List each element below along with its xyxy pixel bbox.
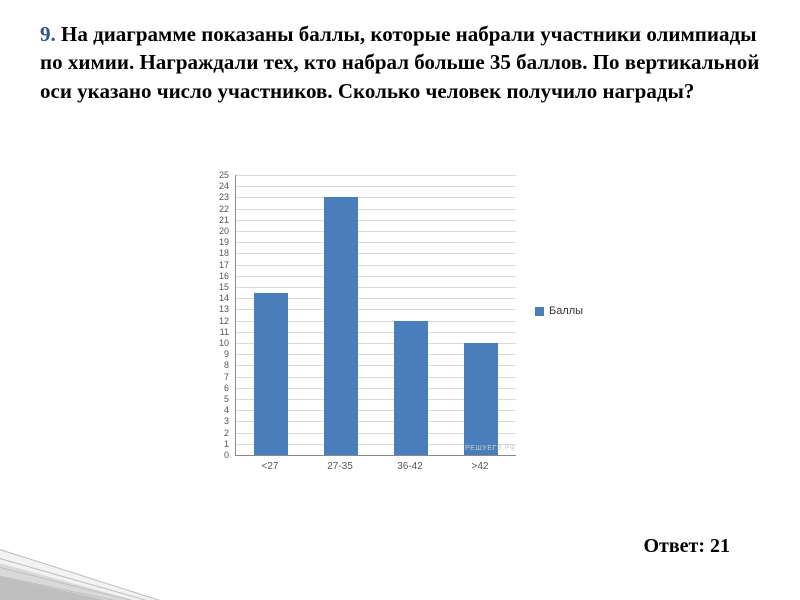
watermark: РЕШУЕГЭ.РФ bbox=[465, 445, 516, 452]
bar bbox=[464, 343, 498, 455]
y-tick-label: 16 bbox=[205, 271, 229, 281]
grid-line bbox=[236, 209, 516, 210]
grid-line bbox=[236, 276, 516, 277]
y-tick-label: 7 bbox=[205, 372, 229, 382]
grid-line bbox=[236, 175, 516, 176]
y-tick-label: 17 bbox=[205, 260, 229, 270]
y-tick-label: 15 bbox=[205, 282, 229, 292]
answer-value: 21 bbox=[710, 535, 730, 557]
question-body: На диаграмме показаны баллы, которые наб… bbox=[40, 22, 759, 103]
y-tick-label: 18 bbox=[205, 248, 229, 258]
x-tick-label: 27-35 bbox=[310, 461, 370, 472]
y-tick-label: 24 bbox=[205, 181, 229, 191]
answer-prefix: Ответ: bbox=[643, 535, 710, 557]
bar bbox=[254, 293, 288, 455]
question-number: 9. bbox=[40, 22, 56, 46]
y-tick-label: 1 bbox=[205, 439, 229, 449]
answer: Ответ: 21 bbox=[643, 535, 730, 558]
y-tick-label: 23 bbox=[205, 192, 229, 202]
x-tick-label: <27 bbox=[240, 461, 300, 472]
grid-line bbox=[236, 287, 516, 288]
y-tick-label: 5 bbox=[205, 394, 229, 404]
y-tick-label: 12 bbox=[205, 316, 229, 326]
question-text: 9. На диаграмме показаны баллы, которые … bbox=[40, 20, 760, 105]
legend-label: Баллы bbox=[549, 305, 583, 317]
bar-chart: Баллы РЕШУЕГЭ.РФ 01234567891011121314151… bbox=[205, 175, 625, 495]
grid-line bbox=[236, 231, 516, 232]
y-tick-label: 21 bbox=[205, 215, 229, 225]
grid-line bbox=[236, 265, 516, 266]
y-tick-label: 25 bbox=[205, 170, 229, 180]
legend: Баллы bbox=[535, 305, 583, 317]
corner-decoration bbox=[0, 500, 190, 600]
y-tick-label: 3 bbox=[205, 416, 229, 426]
y-tick-label: 13 bbox=[205, 304, 229, 314]
y-tick-label: 6 bbox=[205, 383, 229, 393]
y-tick-label: 4 bbox=[205, 405, 229, 415]
bar bbox=[324, 197, 358, 455]
bar bbox=[394, 321, 428, 455]
y-tick-label: 14 bbox=[205, 293, 229, 303]
y-tick-label: 22 bbox=[205, 204, 229, 214]
grid-line bbox=[236, 197, 516, 198]
y-tick-label: 20 bbox=[205, 226, 229, 236]
y-tick-label: 9 bbox=[205, 349, 229, 359]
y-tick-label: 10 bbox=[205, 338, 229, 348]
grid-line bbox=[236, 186, 516, 187]
y-tick-label: 19 bbox=[205, 237, 229, 247]
grid-line bbox=[236, 242, 516, 243]
y-tick-label: 8 bbox=[205, 360, 229, 370]
grid-line bbox=[236, 253, 516, 254]
grid-line bbox=[236, 220, 516, 221]
y-tick-label: 0 bbox=[205, 450, 229, 460]
x-tick-label: 36-42 bbox=[380, 461, 440, 472]
y-tick-label: 2 bbox=[205, 428, 229, 438]
y-tick-label: 11 bbox=[205, 327, 229, 337]
x-tick-label: >42 bbox=[450, 461, 510, 472]
legend-swatch bbox=[535, 307, 544, 316]
plot-area bbox=[235, 175, 516, 456]
